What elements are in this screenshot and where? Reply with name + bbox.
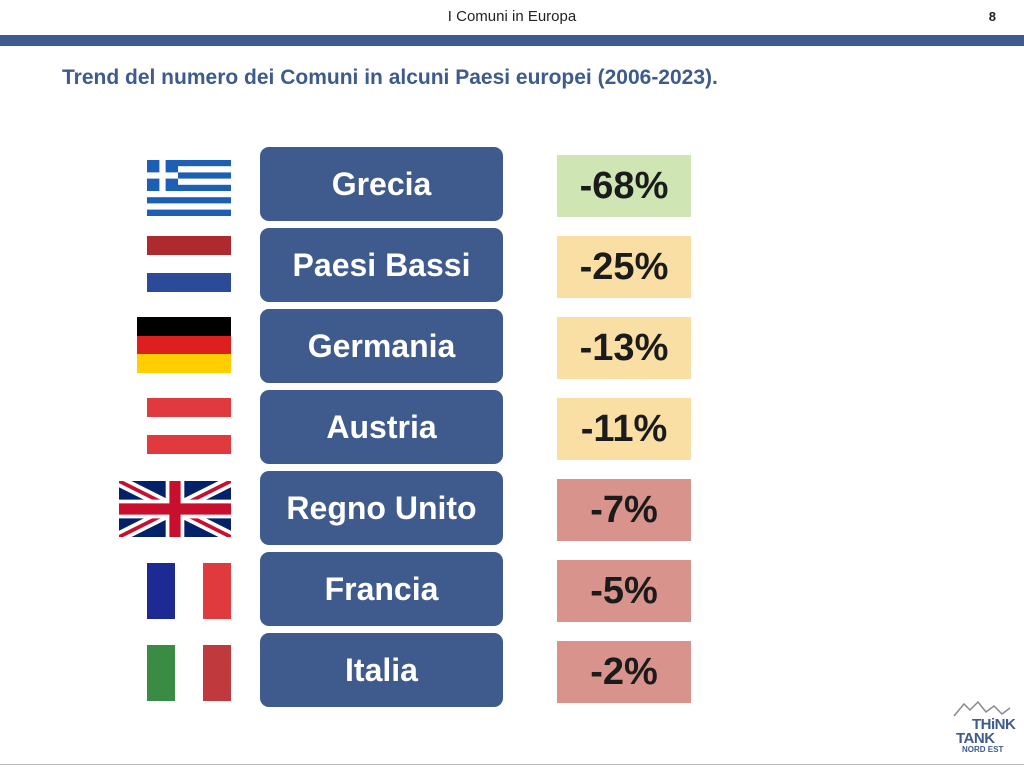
logo-tank-text: TANK bbox=[956, 730, 995, 747]
country-row-germania: Germania -13% bbox=[0, 309, 1024, 389]
change-value: -7% bbox=[557, 479, 691, 541]
header-divider bbox=[0, 35, 1024, 46]
page-number: 8 bbox=[988, 9, 996, 24]
change-value: -5% bbox=[557, 560, 691, 622]
france-flag-icon bbox=[147, 563, 231, 619]
austria-flag-icon bbox=[147, 398, 231, 454]
slide-title: Trend del numero dei Comuni in alcuni Pa… bbox=[62, 66, 718, 89]
country-row-grecia: Grecia -68% bbox=[0, 147, 1024, 227]
country-label: Regno Unito bbox=[260, 471, 503, 545]
change-value: -68% bbox=[557, 155, 691, 217]
netherlands-flag-icon bbox=[147, 236, 231, 292]
change-value: -2% bbox=[557, 641, 691, 703]
greece-flag-icon bbox=[147, 160, 231, 216]
country-label: Germania bbox=[260, 309, 503, 383]
change-value: -25% bbox=[557, 236, 691, 298]
country-label: Paesi Bassi bbox=[260, 228, 503, 302]
header-title: I Comuni in Europa bbox=[447, 8, 577, 25]
change-value: -13% bbox=[557, 317, 691, 379]
italy-flag-icon bbox=[147, 645, 231, 701]
uk-flag-icon bbox=[119, 481, 231, 537]
bottom-divider bbox=[0, 764, 1024, 765]
country-row-francia: Francia -5% bbox=[0, 552, 1024, 632]
country-label: Francia bbox=[260, 552, 503, 626]
country-label: Grecia bbox=[260, 147, 503, 221]
mountain-icon bbox=[953, 700, 1011, 717]
germany-flag-icon bbox=[137, 317, 231, 373]
country-label: Italia bbox=[260, 633, 503, 707]
country-row-italia: Italia -2% bbox=[0, 633, 1024, 713]
country-row-regno-unito: Regno Unito -7% bbox=[0, 471, 1024, 551]
logo-think-text: THiNK bbox=[972, 716, 1016, 733]
country-label: Austria bbox=[260, 390, 503, 464]
country-row-paesi-bassi: Paesi Bassi -25% bbox=[0, 228, 1024, 308]
think-tank-logo: THiNK TANK NORD EST bbox=[952, 700, 1016, 760]
country-row-austria: Austria -11% bbox=[0, 390, 1024, 470]
logo-nordest-text: NORD EST bbox=[962, 745, 1004, 754]
change-value: -11% bbox=[557, 398, 691, 460]
